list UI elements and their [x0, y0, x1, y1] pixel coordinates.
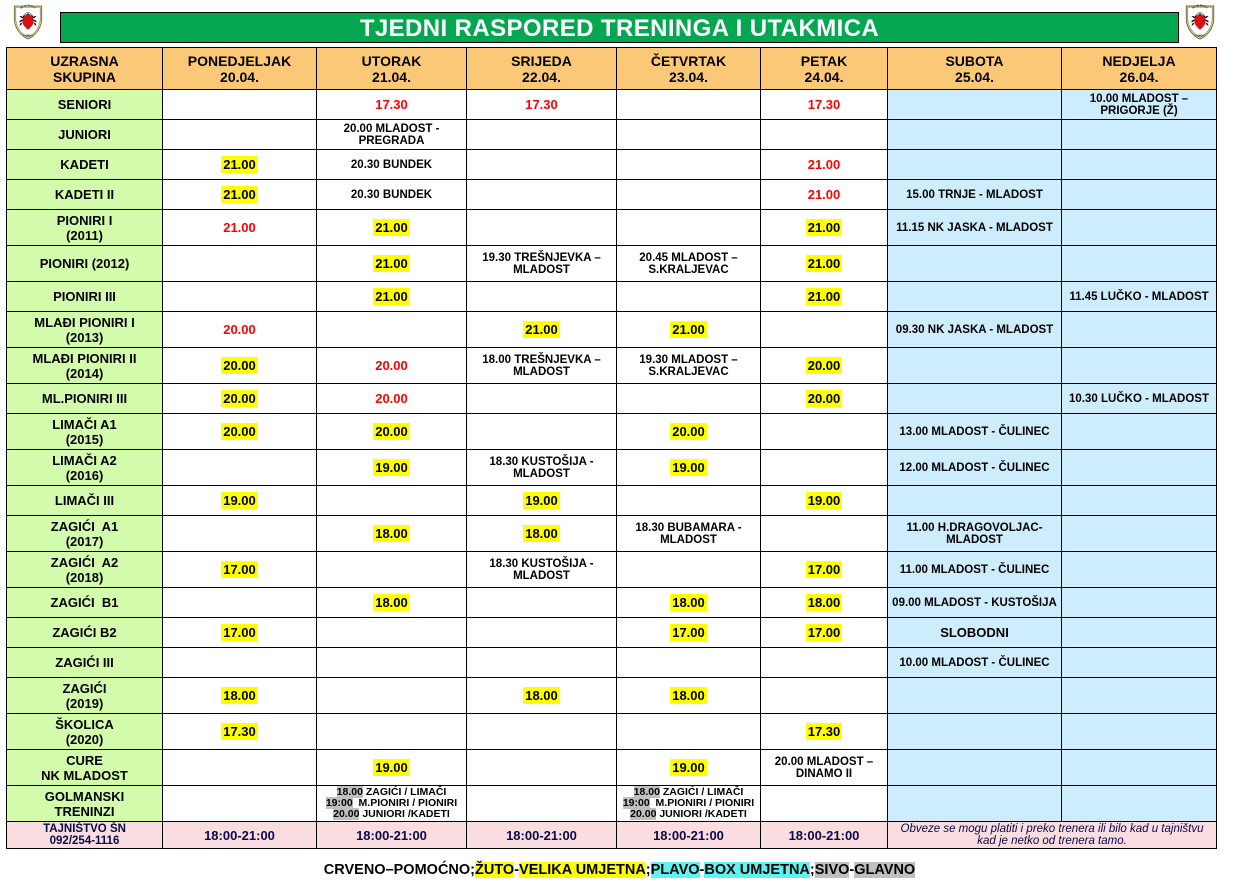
svg-text:1921: 1921 — [1198, 35, 1202, 37]
